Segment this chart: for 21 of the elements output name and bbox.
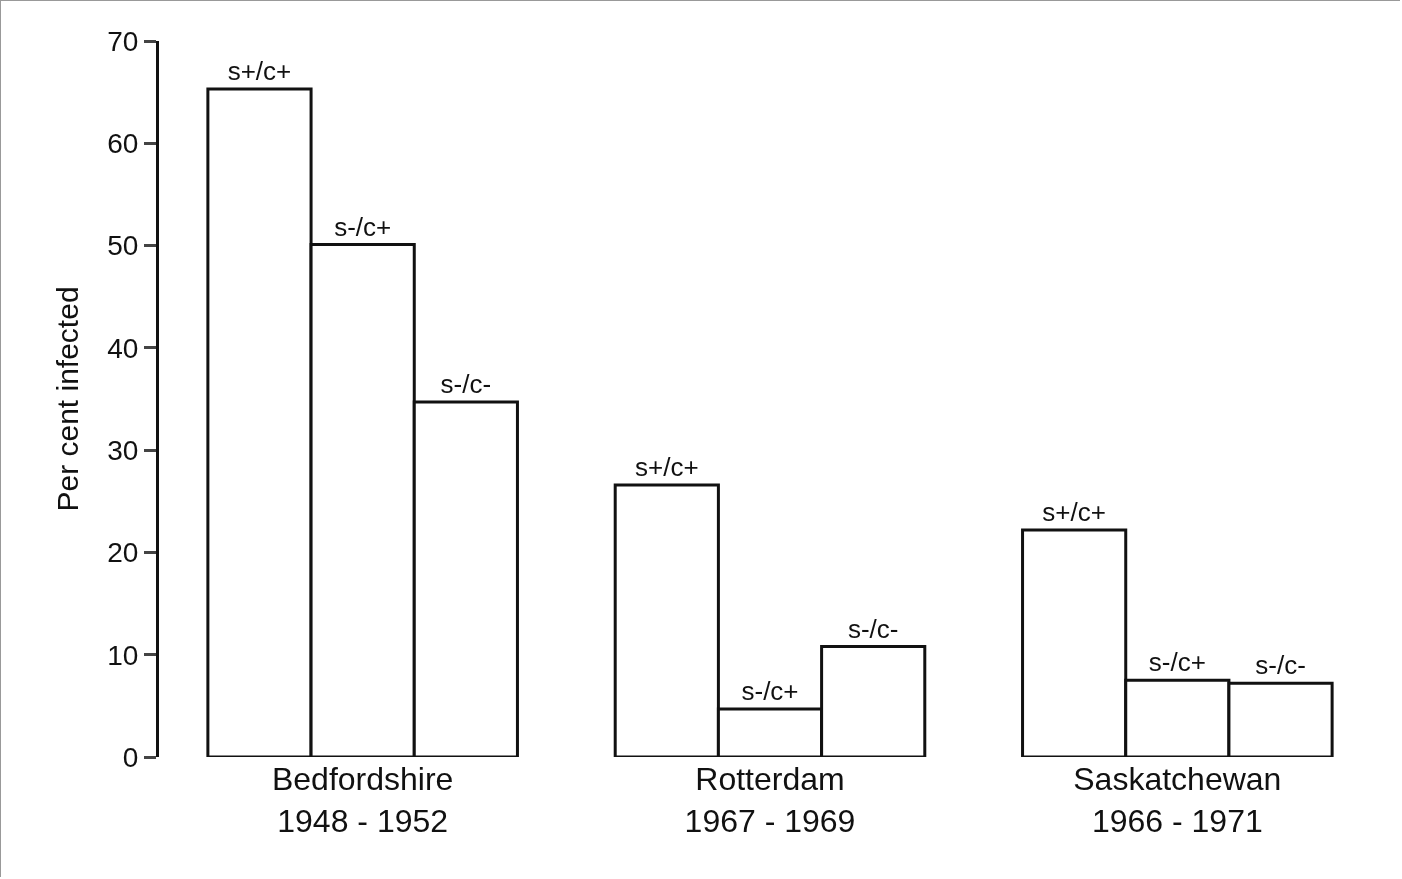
y-tick-label: 30 — [107, 434, 139, 466]
y-axis-title: Per cent infected — [51, 286, 85, 512]
x-tick-label: Rotterdam 1967 - 1969 — [684, 761, 856, 839]
text: s-/c+ — [1148, 647, 1206, 678]
y-tick-label: 20 — [107, 537, 139, 569]
text: s+/c+ — [635, 451, 699, 482]
series-label: s-/c- — [440, 369, 492, 400]
series-label: s-/c+ — [334, 211, 392, 242]
y-tick-label: 10 — [107, 639, 139, 671]
y-tick-label: 60 — [107, 128, 139, 160]
text: s-/c- — [1255, 650, 1306, 681]
text: s-/c- — [847, 613, 899, 644]
text: s-/c+ — [741, 675, 799, 706]
x-tick-label: Bedfordshire 1948 - 1952 — [271, 761, 454, 839]
series-label: s+/c+ — [227, 56, 292, 87]
y-tick-label: 40 — [107, 332, 139, 364]
y-tick-label: 0 — [122, 741, 139, 773]
y-tick-label: 50 — [107, 230, 139, 262]
y-tick-label: 70 — [107, 25, 139, 57]
text: s+/c+ — [1042, 496, 1106, 527]
x-tick-label: Saskatchewan 1966 - 1971 — [1073, 761, 1282, 839]
